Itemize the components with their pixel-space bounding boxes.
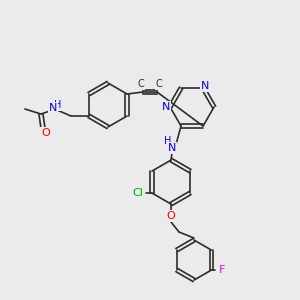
Text: O: O	[167, 211, 176, 221]
Text: C: C	[156, 79, 162, 89]
Text: O: O	[42, 128, 50, 138]
Text: C: C	[138, 79, 144, 89]
Text: N: N	[49, 103, 57, 113]
Text: N: N	[201, 81, 209, 91]
Text: F: F	[219, 265, 226, 275]
Text: H: H	[54, 100, 61, 110]
Text: N: N	[162, 102, 170, 112]
Text: N: N	[168, 143, 176, 153]
Text: H: H	[164, 136, 172, 146]
Text: Cl: Cl	[133, 188, 143, 198]
